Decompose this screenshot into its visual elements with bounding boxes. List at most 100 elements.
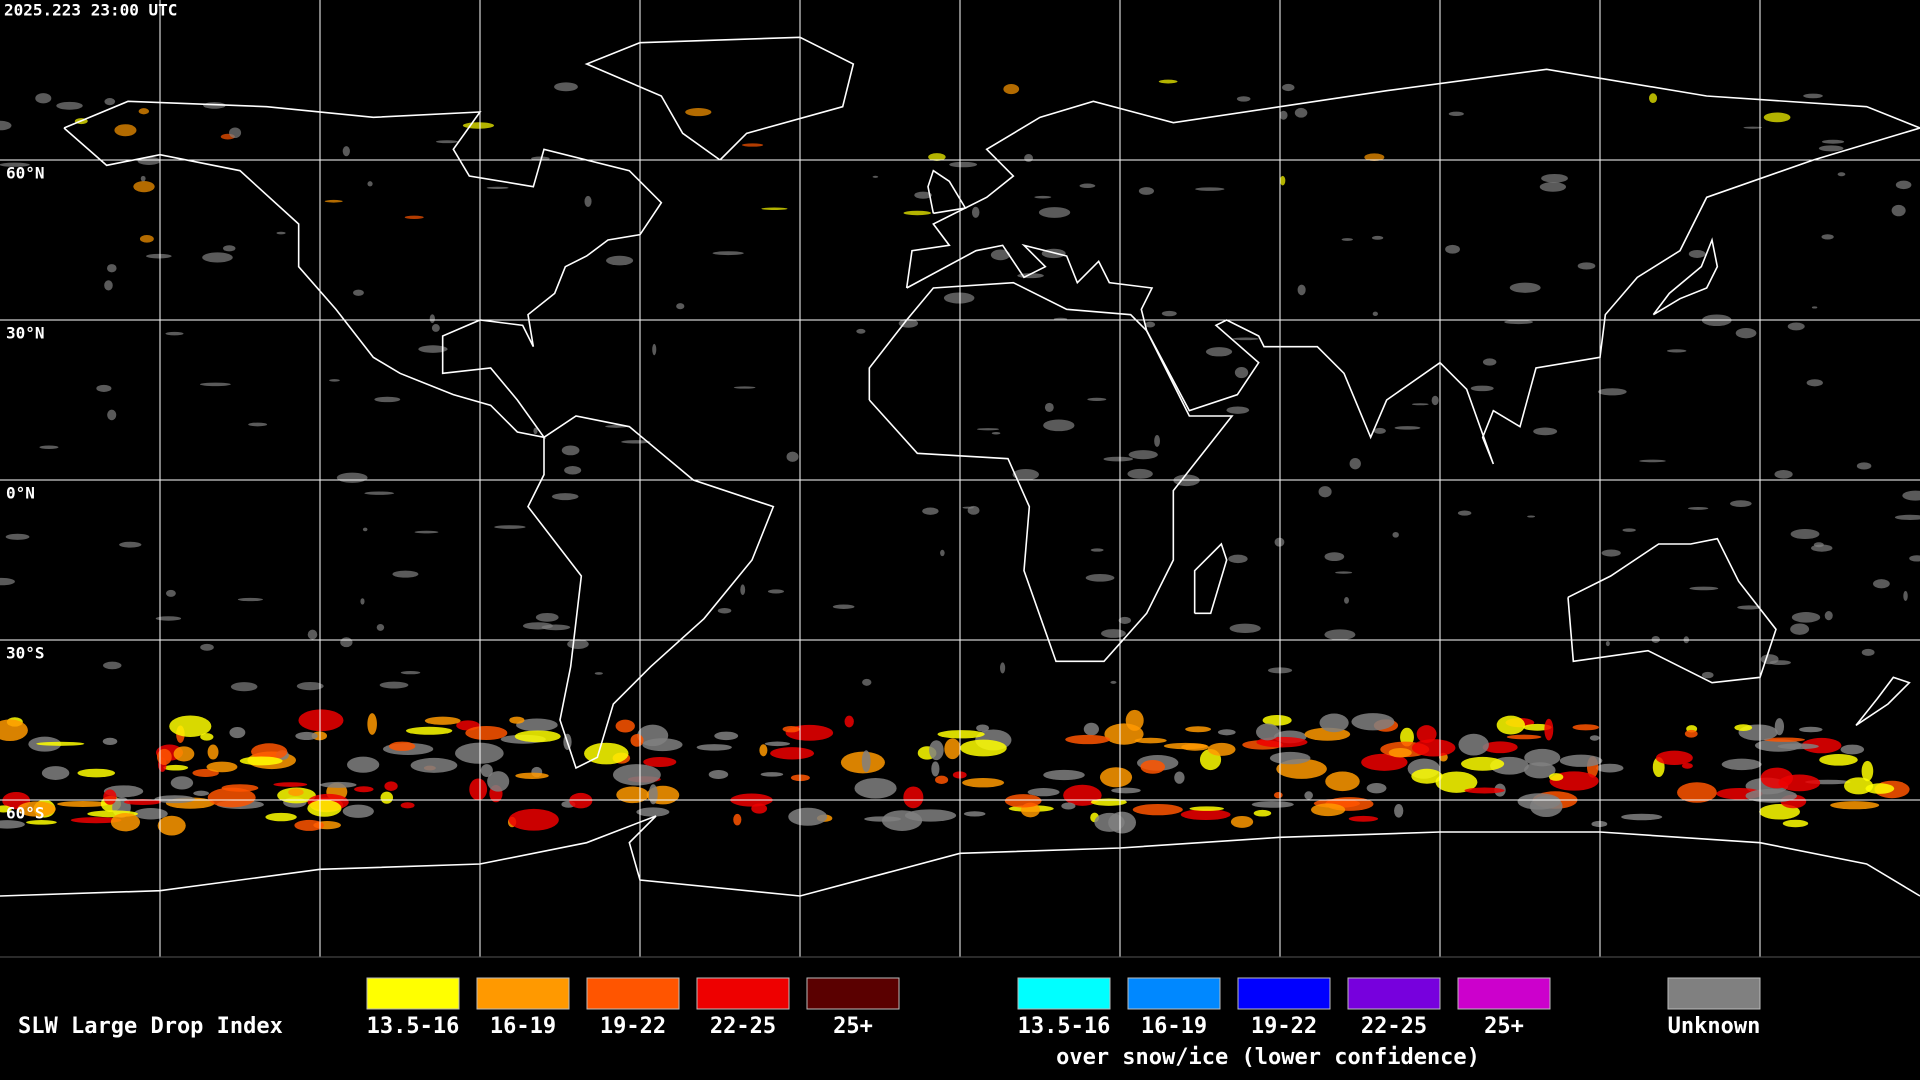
- drop-patch: [903, 786, 924, 809]
- cloud-patch: [1085, 574, 1115, 582]
- drop-patch: [36, 741, 85, 746]
- drop-patch: [1304, 791, 1313, 800]
- cloud-patch: [107, 264, 117, 273]
- legend-swatch: [586, 977, 680, 1010]
- drop-patch: [569, 792, 593, 809]
- drop-patch: [0, 805, 12, 813]
- drop-patch: [1506, 734, 1542, 740]
- legend-title: SLW Large Drop Index: [18, 1014, 283, 1039]
- cloud-patch: [324, 199, 343, 203]
- cloud-patch: [379, 681, 409, 689]
- cloud-patch: [1470, 385, 1494, 392]
- cloud-patch: [39, 445, 59, 450]
- cloud-patch: [165, 331, 184, 336]
- drop-patch: [367, 713, 377, 735]
- drop-patch: [110, 813, 141, 832]
- drop-patch: [648, 784, 658, 805]
- cloud-patch: [1161, 310, 1177, 317]
- legend-label: 22-25: [710, 1014, 776, 1039]
- cloud-patch: [103, 661, 122, 670]
- cloud-patch: [1787, 322, 1805, 331]
- drop-patch: [1655, 750, 1693, 766]
- cloud-patch: [1821, 234, 1834, 240]
- drop-patch: [854, 777, 897, 799]
- drop-patch: [103, 789, 117, 805]
- lat-label: 0°N: [6, 484, 35, 503]
- drop-patch: [102, 737, 118, 746]
- drop-patch: [1094, 812, 1125, 832]
- drop-patch: [759, 744, 768, 757]
- legend: 13.5-16 16-19 19-22 22-25 25+ 13.5-16 16-19 19-…: [366, 977, 1761, 1039]
- drop-patch: [1482, 741, 1518, 754]
- drop-patch: [1394, 803, 1404, 818]
- cloud-patch: [832, 604, 855, 609]
- drop-patch: [1132, 804, 1183, 816]
- cloud-patch: [342, 146, 350, 157]
- drop-patch: [1083, 722, 1099, 736]
- legend-swatch: [1127, 977, 1221, 1010]
- cloud-patch: [1813, 542, 1824, 548]
- cloud-patch: [1372, 311, 1378, 317]
- cloud-patch: [376, 623, 385, 631]
- cloud-patch: [1872, 579, 1890, 589]
- cloud-patch: [104, 280, 113, 291]
- legend-label: 13.5-16: [1018, 1014, 1111, 1039]
- drop-patch: [347, 756, 380, 773]
- cloud-patch: [862, 678, 872, 686]
- cloud-patch: [400, 671, 421, 675]
- drop-patch: [1774, 718, 1785, 736]
- drop-patch: [1348, 815, 1379, 822]
- cloud-patch: [1229, 623, 1261, 634]
- drop-patch: [469, 778, 488, 801]
- cloud-patch: [940, 549, 945, 557]
- drop-patch: [1217, 729, 1236, 736]
- lat-label: 60°N: [6, 164, 45, 183]
- cloud-patch: [1533, 427, 1558, 436]
- cloud-patch: [1318, 486, 1332, 498]
- drop-patch: [630, 733, 644, 747]
- drop-patch: [288, 788, 304, 797]
- cloud-patch: [1335, 571, 1353, 574]
- drop-patch: [1681, 762, 1693, 769]
- drop-patch: [1844, 777, 1874, 795]
- cloud-patch: [276, 231, 286, 235]
- drop-patch: [1763, 737, 1805, 742]
- cloud-patch: [717, 607, 732, 614]
- cloud-patch: [1294, 107, 1308, 118]
- cloud-patch: [914, 191, 932, 199]
- drop-patch: [1559, 754, 1603, 767]
- cloud-patch: [943, 292, 975, 304]
- cloud-patch: [1158, 79, 1178, 84]
- cloud-patch: [1539, 182, 1567, 192]
- legend-label: 22-25: [1361, 1014, 1427, 1039]
- drop-patch: [405, 726, 453, 735]
- cloud-patch: [1837, 172, 1846, 177]
- drop-patch: [1496, 715, 1525, 735]
- drop-patch: [904, 809, 957, 822]
- drop-patch: [400, 802, 415, 809]
- drop-patch: [1361, 753, 1408, 771]
- drop-patch: [1065, 734, 1111, 745]
- drop-patch: [1310, 803, 1346, 817]
- cloud-patch: [1282, 83, 1295, 92]
- drop-patch: [1677, 782, 1717, 803]
- legend-label: 16-19: [490, 1014, 556, 1039]
- cloud-patch: [119, 541, 142, 548]
- cloud-patch: [533, 427, 538, 435]
- drop-patch: [1230, 815, 1254, 828]
- legend-swatch: [476, 977, 570, 1010]
- cloud-patch: [296, 681, 324, 691]
- lat-label: 30°S: [6, 644, 45, 663]
- cloud-patch: [567, 639, 589, 649]
- drop-patch: [516, 718, 558, 732]
- drop-patch: [1174, 771, 1185, 784]
- drop-patch: [615, 719, 635, 733]
- legend-swatch: [1347, 977, 1441, 1010]
- cloud-patch: [0, 120, 12, 131]
- drop-patch: [1572, 724, 1599, 731]
- cloud-patch: [1324, 552, 1345, 562]
- drop-patch: [1027, 788, 1060, 797]
- cloud-patch: [872, 175, 879, 178]
- drop-patch: [1269, 751, 1311, 765]
